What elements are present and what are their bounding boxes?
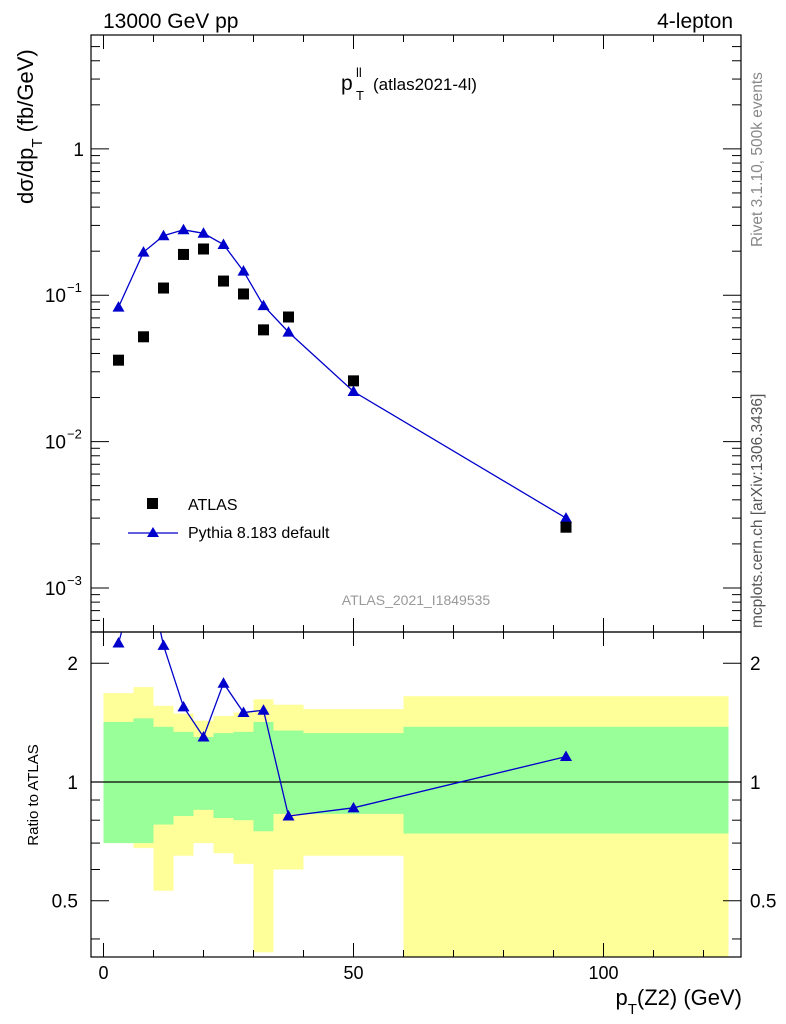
ratio-xlabel-sub: T	[628, 1001, 637, 1018]
atlas-data-point	[158, 282, 169, 294]
ratio-point	[177, 700, 190, 712]
main-title-sup: ll	[356, 65, 362, 80]
ratio-point	[257, 704, 270, 715]
main-title-tail: (atlas2021-4l)	[373, 75, 477, 94]
x-tick-label: 50	[343, 963, 363, 983]
mc-point	[217, 238, 230, 250]
ratio-band-inner-bin	[403, 726, 729, 834]
main-title-sub: T	[356, 88, 364, 103]
atlas-data-point	[283, 311, 294, 323]
x-tick-label: 100	[588, 963, 618, 983]
ratio-ylabel: Ratio to ATLAS	[25, 744, 42, 845]
ratio-point	[217, 677, 230, 688]
ratio-point	[197, 731, 210, 742]
main-frame	[90, 34, 742, 633]
atlas-data-point	[198, 243, 209, 255]
atlas-data-point	[113, 354, 124, 366]
ratio-panel: 0 50 100 0.5 0.5 1 1 2 2 Ratio to ATLAS pT(Z2) (…	[25, 631, 776, 1018]
legend: ATLAS Pythia 8.183 default	[128, 497, 330, 542]
mc-point	[347, 385, 360, 396]
main-ylabel-sub: T	[29, 138, 46, 147]
ratio-band-inner-bin	[193, 737, 214, 810]
ratio-y-tick-label: 1	[67, 773, 78, 794]
ratio-band-inner-bin	[253, 721, 274, 832]
ratio-point	[347, 801, 360, 813]
y-tick-label: 1	[73, 140, 84, 161]
ratio-point	[237, 706, 250, 718]
main-ylabel-main: dσ/dp	[13, 148, 38, 204]
mc-point	[257, 299, 270, 311]
ratio-xlabel-tail: (Z2) (GeV)	[637, 985, 742, 1010]
header-left-label: 13000 GeV pp	[103, 10, 238, 33]
y-tick-label: 10	[45, 579, 66, 600]
y-tick-label-exponent: −3	[67, 573, 82, 588]
ratio-y-tick-label-right: 1	[750, 773, 761, 794]
ratio-y-tick-label-right: 2	[750, 654, 761, 675]
mc-series-line	[117, 229, 567, 519]
y-tick-label-exponent: −1	[67, 280, 82, 295]
x-tick-label: 0	[98, 963, 108, 983]
legend-label-mc: Pythia 8.183 default	[188, 525, 330, 542]
atlas-data-point	[560, 521, 572, 533]
ratio-xlabel: pT(Z2) (GeV)	[615, 985, 742, 1018]
ratio-band-inner-bin	[303, 733, 404, 814]
ratio-frame	[90, 631, 742, 958]
main-ylabel-tail: (fb/GeV)	[13, 49, 38, 132]
mc-point	[112, 301, 125, 312]
ratio-xlabel-main: p	[615, 985, 627, 1010]
ratio-y-tick-label: 2	[67, 654, 78, 675]
ratio-y-tick-label-right: 0.5	[750, 892, 776, 913]
atlas-data-point	[178, 248, 189, 260]
y-tick-label: 10	[45, 433, 66, 454]
legend-marker-atlas	[147, 498, 158, 509]
header-right-label: 4-lepton	[657, 10, 733, 33]
mc-point	[560, 512, 572, 523]
mc-point	[237, 265, 250, 276]
main-ylabel: dσ/dpT (fb/GeV)	[13, 49, 46, 204]
ratio-y-tick-label: 0.5	[52, 892, 78, 913]
ratio-band-inner-bin	[173, 731, 194, 816]
atlas-data-point	[238, 288, 249, 300]
mc-point	[157, 229, 170, 241]
atlas-data-point	[218, 275, 229, 287]
y-tick-label-exponent: −2	[67, 427, 82, 442]
atlas-data-point	[138, 331, 149, 343]
ratio-point	[560, 750, 572, 762]
legend-marker-mc	[147, 527, 159, 537]
mc-point	[197, 227, 210, 238]
atlas-data-point	[258, 324, 269, 336]
ratio-point	[112, 637, 125, 648]
watermark: ATLAS_2021_I1849535	[342, 592, 491, 608]
svg-text:dσ/dpT(fb/GeV): dσ/dpT (fb/GeV)	[13, 49, 46, 204]
ratio-point	[157, 639, 170, 650]
main-title-main: p	[341, 72, 353, 95]
ratio-band-inner-bin	[213, 733, 234, 819]
main-panel: 110−110−210−3 p ll T (atlas2021-4l) dσ/d…	[13, 34, 742, 633]
ratio-band-inner-bin	[153, 726, 174, 825]
rivet-version-label: Rivet 3.1.10, 500k events	[749, 72, 766, 247]
ratio-point	[282, 809, 295, 821]
mcplots-label: mcplots.cern.ch [arXiv:1306.3436]	[749, 394, 766, 628]
mc-point	[177, 223, 190, 235]
ratio-band-inner-bin	[233, 731, 254, 821]
mc-point	[137, 246, 150, 257]
ratio-band-inner-bin	[133, 718, 154, 844]
main-title: p	[341, 72, 353, 95]
y-tick-label: 10	[45, 286, 66, 307]
mc-point	[282, 326, 295, 337]
atlas-data-point	[348, 375, 359, 387]
legend-label-atlas: ATLAS	[188, 497, 238, 514]
